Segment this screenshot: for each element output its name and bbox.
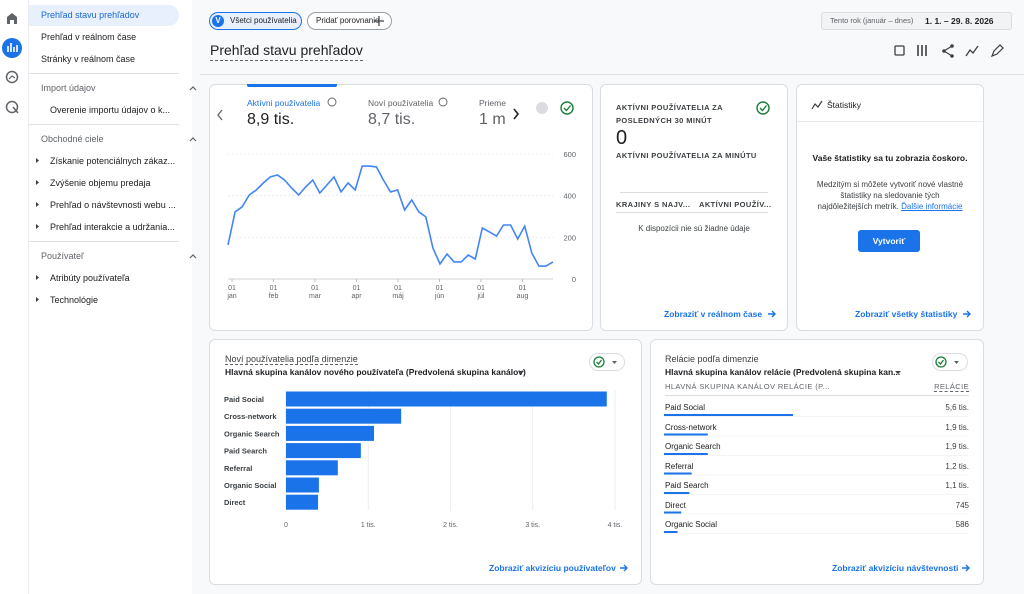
table-divider [620,192,768,193]
insights-icon[interactable] [965,45,979,57]
nav-item[interactable]: Atribúty používateľa [50,273,130,283]
row-value: 1,2 tis. [945,461,969,471]
tab-value: 8,9 tis. [247,111,295,128]
add-comparison[interactable]: Pridať porovnanie [307,12,392,30]
sessions-card: Relácie podľa dimenzie Hlavná skupina ka… [650,339,984,585]
segment-chip[interactable]: V Všetci používatelia [209,12,302,30]
tab-indicator [247,84,337,87]
overview-card: Aktívni používatelia 8,9 tis. Noví použí… [209,84,593,331]
insights-text-body: Medzitým si môžete vytvoriť nové vlastné… [816,180,964,211]
new-users-title: Noví používatelia podľa dimenzie [225,354,358,365]
row-label: Cross-network [665,422,717,432]
date-range: 1. 1. – 29. 8. 2026 [925,16,994,26]
row-label: Direct [665,500,686,510]
realtime-value: 0 [616,127,628,149]
row-value: 1,1 tis. [945,481,969,490]
add-comparison-label: Pridať porovnanie [316,16,380,25]
date-picker[interactable]: Tento rok (január – dnes) 1. 1. – 29. 8.… [821,12,1012,30]
row-label: Paid Search [665,481,709,490]
compare-icon[interactable] [917,45,927,56]
tab-label[interactable]: Prieme [479,98,506,108]
nav-section[interactable]: Obchodné ciele [41,134,104,144]
nav-item[interactable]: Zvýšenie objemu predaja [50,178,151,188]
insights-heading: Vaše štatistiky sa tu zobrazia čoskoro. [812,153,968,163]
new-users-link[interactable]: Zobraziť akvizíciu používateľov [489,563,616,573]
share-dot [942,49,946,53]
segment-label: Všetci používatelia [230,16,297,25]
row-value: 5,6 tis. [945,403,969,412]
realtime-card: AKTÍVNI POUŽÍVATELIA ZA POSLEDNÝCH 30 MI… [600,84,788,331]
realtime-per-minute: AKTÍVNI POUŽÍVATELIA ZA MINÚTU [616,151,757,160]
empty-message: K dispozícii nie sú žiadne údaje [638,224,750,233]
note-icon[interactable] [894,45,905,56]
nav-divider [29,73,179,74]
nav-section[interactable]: Import údajov [41,83,96,93]
row-value: 1,9 tis. [945,442,969,451]
share-dot [950,54,954,58]
column-header: RELÁCIE [934,382,969,392]
insights-card: Štatistiky Vaše štatistiky sa tu zobrazi… [796,84,984,331]
nav-item[interactable]: Prehľad stavu prehľadov [41,10,140,20]
row-label: Paid Social [665,403,706,412]
share-dot [950,44,954,48]
column-header: HLAVNÁ SKUPINA KANÁLOV RELÁCIE (P... [665,382,831,391]
nav-section[interactable]: Používateľ [41,251,84,261]
date-range-label: Tento rok (január – dnes) [830,16,914,25]
insights-more-link[interactable]: Ďalšie informácie [901,202,963,211]
row-label: Referral [665,461,694,471]
sessions-title: Relácie podľa dimenzie [665,354,759,364]
new-users-subtitle[interactable]: Hlavná skupina kanálov nového používateľ… [225,367,526,377]
nav-item[interactable]: Stránky v reálnom čase [41,54,136,64]
insights-title: Štatistiky [827,100,862,110]
row-value: 586 [955,520,969,529]
realtime-link[interactable]: Zobraziť v reálnom čase [664,309,763,319]
page-title: Prehľad stavu prehľadov [210,42,363,61]
tab-value: 8,7 tis. [368,111,416,128]
row-value: 1,9 tis. [945,422,969,432]
icon-rail [0,0,29,594]
nav-item[interactable]: Prehľad interakcie a udržania... [50,222,175,232]
edit-icon[interactable] [990,44,1004,58]
tab-label[interactable]: Noví používatelia [368,98,434,108]
nav-item[interactable]: Prehľad o návštevnosti webu ... [50,200,176,210]
compare-toggle[interactable] [932,353,968,371]
header-divider [200,74,1024,75]
table-divider [616,212,768,213]
table-divider [665,395,969,396]
share-icon[interactable] [943,45,953,57]
insights-divider [797,121,983,122]
nav-selected-bg [29,5,179,26]
tab-value: 1 m [479,111,506,128]
nav-item[interactable]: Prehľad v reálnom čase [41,32,137,42]
column-header: KRAJINY S NAJV... [616,200,691,209]
create-button[interactable]: Vytvoriť [858,230,920,252]
nav-item[interactable]: Technológie [50,295,99,305]
insights-text: Medzitým si môžete vytvoriť nové vlastné… [813,179,967,212]
new-users-card: Noví používatelia podľa dimenzie Hlavná … [209,339,642,585]
realtime-title: AKTÍVNI POUŽÍVATELIA ZA POSLEDNÝCH 30 MI… [616,103,723,125]
nav-item[interactable]: Získanie potenciálnych zákaz... [50,156,176,166]
row-value: 745 [955,500,969,510]
sessions-link[interactable]: Zobraziť akvizíciu návštevnosti [832,563,959,573]
row-label: Organic Social [665,520,718,529]
side-nav: Prehľad stavu prehľadov Prehľad v reálnom… [29,0,192,594]
segment-avatar: V [212,15,224,27]
nav-divider [29,241,179,242]
nav-item[interactable]: Overenie importu údajov o k... [50,105,171,115]
nav-divider [29,124,179,125]
insights-link[interactable]: Zobraziť všetky štatistiky [855,309,958,319]
tab-label[interactable]: Aktívni používatelia [247,98,321,108]
row-label: Organic Search [665,442,721,451]
sessions-subtitle[interactable]: Hlavná skupina kanálov relácie (Predvole… [665,367,901,377]
column-header: AKTÍVNI POUŽÍV... [699,200,772,209]
compare-toggle[interactable] [589,353,625,371]
